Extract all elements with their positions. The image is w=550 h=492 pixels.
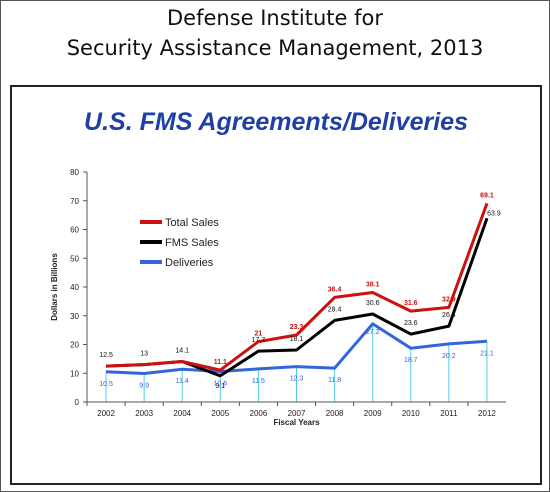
x-tick-label: 2007 [288,409,306,418]
x-tick-label: 2008 [326,409,344,418]
data-label: 17.7 [252,337,266,344]
data-label: 18.7 [404,357,418,364]
data-label: 11.4 [176,378,189,385]
header-line-1: Defense Institute for [166,6,383,30]
data-label: 38.1 [366,281,380,288]
data-label: 10.6 [214,381,228,388]
header-line-2: Security Assistance Management, 2013 [66,36,484,60]
x-tick-label: 2004 [173,409,191,418]
y-axis-title: Dollars in Billions [50,253,59,321]
x-tick-label: 2011 [440,409,458,418]
y-tick-label: 40 [70,283,79,292]
data-label: 31.6 [404,300,418,307]
x-tick-label: 2002 [97,409,115,418]
x-tick-label: 2003 [135,409,153,418]
y-tick-label: 80 [70,168,79,177]
x-tick-label: 2012 [478,409,496,418]
data-label: 9.1 [215,383,225,390]
data-label: 23.3 [290,324,304,331]
y-tick-label: 60 [70,226,79,235]
x-tick-label: 2010 [402,409,420,418]
y-tick-label: 0 [75,398,80,407]
data-label: 18.1 [290,336,304,343]
data-label: 9.9 [139,383,149,390]
legend-label: Total Sales [165,217,219,229]
y-tick-label: 30 [70,312,79,321]
data-label: 11.5 [252,378,265,385]
y-tick-label: 10 [70,369,79,378]
series-line-deliveries [105,322,488,375]
data-label: 27.2 [366,329,380,336]
data-label: 23.6 [404,320,418,327]
data-label: 14.1 [175,347,189,354]
data-label: 12.5 [99,352,113,359]
data-label: 13 [140,351,148,358]
legend-label: Deliveries [165,257,214,269]
x-axis-title: Fiscal Years [273,418,320,427]
chart-panel: U.S. FMS Agreements/Deliveries [10,85,542,485]
data-label: 36.4 [328,286,342,293]
data-label: 30.6 [366,300,380,307]
legend-label: FMS Sales [165,237,219,249]
x-tick-label: 2005 [211,409,229,418]
data-label: 69.1 [480,192,494,199]
data-label: 21.1 [480,350,494,357]
data-label: 11.8 [328,377,341,384]
data-label: 28.4 [328,306,342,313]
data-label: 11.1 [214,359,227,366]
data-label: 32.9 [442,296,456,303]
y-tick-label: 50 [70,254,79,263]
chart-title: U.S. FMS Agreements/Deliveries [84,108,468,136]
x-tick-label: 2006 [250,409,268,418]
series-line-total-sales [105,202,489,372]
y-tick-label: 20 [70,341,79,350]
data-label: 12.3 [290,376,304,383]
data-label: 10.5 [99,381,113,388]
data-label: 26.4 [442,312,456,319]
y-tick-label: 70 [70,197,79,206]
data-label: 21 [255,331,263,338]
x-tick-label: 2009 [364,409,382,418]
data-label: 63.9 [487,210,501,217]
series-line-fms-sales [105,217,489,378]
data-label: 20.2 [442,353,456,360]
